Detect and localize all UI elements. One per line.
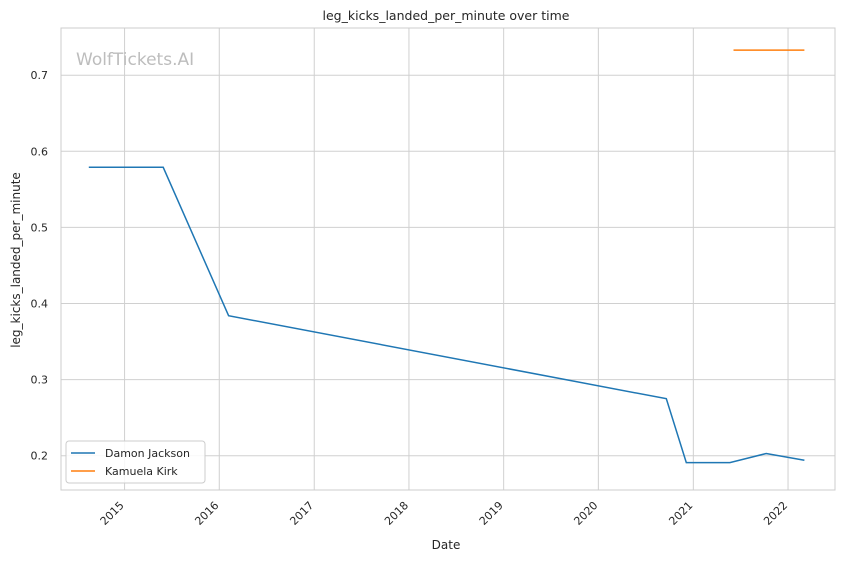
watermark-text: WolfTickets.AI [76, 50, 194, 70]
legend-label: Damon Jackson [105, 447, 190, 460]
y-axis-ticks: 0.2 0.3 0.4 0.5 0.6 0.7 [31, 69, 49, 463]
legend-box [65, 440, 206, 484]
chart-title: leg_kicks_landed_per_minute over time [323, 8, 570, 23]
series-lines [88, 49, 805, 464]
y-tick-label: 0.3 [31, 374, 49, 387]
legend-label: Kamuela Kirk [105, 465, 178, 478]
plot-area-frame [60, 27, 836, 491]
y-tick-label: 0.7 [31, 69, 49, 82]
y-tick-label: 0.5 [31, 221, 49, 234]
y-axis-label: leg_kicks_landed_per_minute [9, 172, 23, 348]
y-tick-label: 0.4 [31, 298, 49, 311]
x-axis-label: Date [432, 538, 461, 552]
y-tick-label: 0.6 [31, 145, 49, 158]
series-line-0 [88, 166, 805, 464]
legend: Damon Jackson Kamuela Kirk [65, 440, 206, 484]
y-tick-label: 0.2 [31, 450, 49, 463]
